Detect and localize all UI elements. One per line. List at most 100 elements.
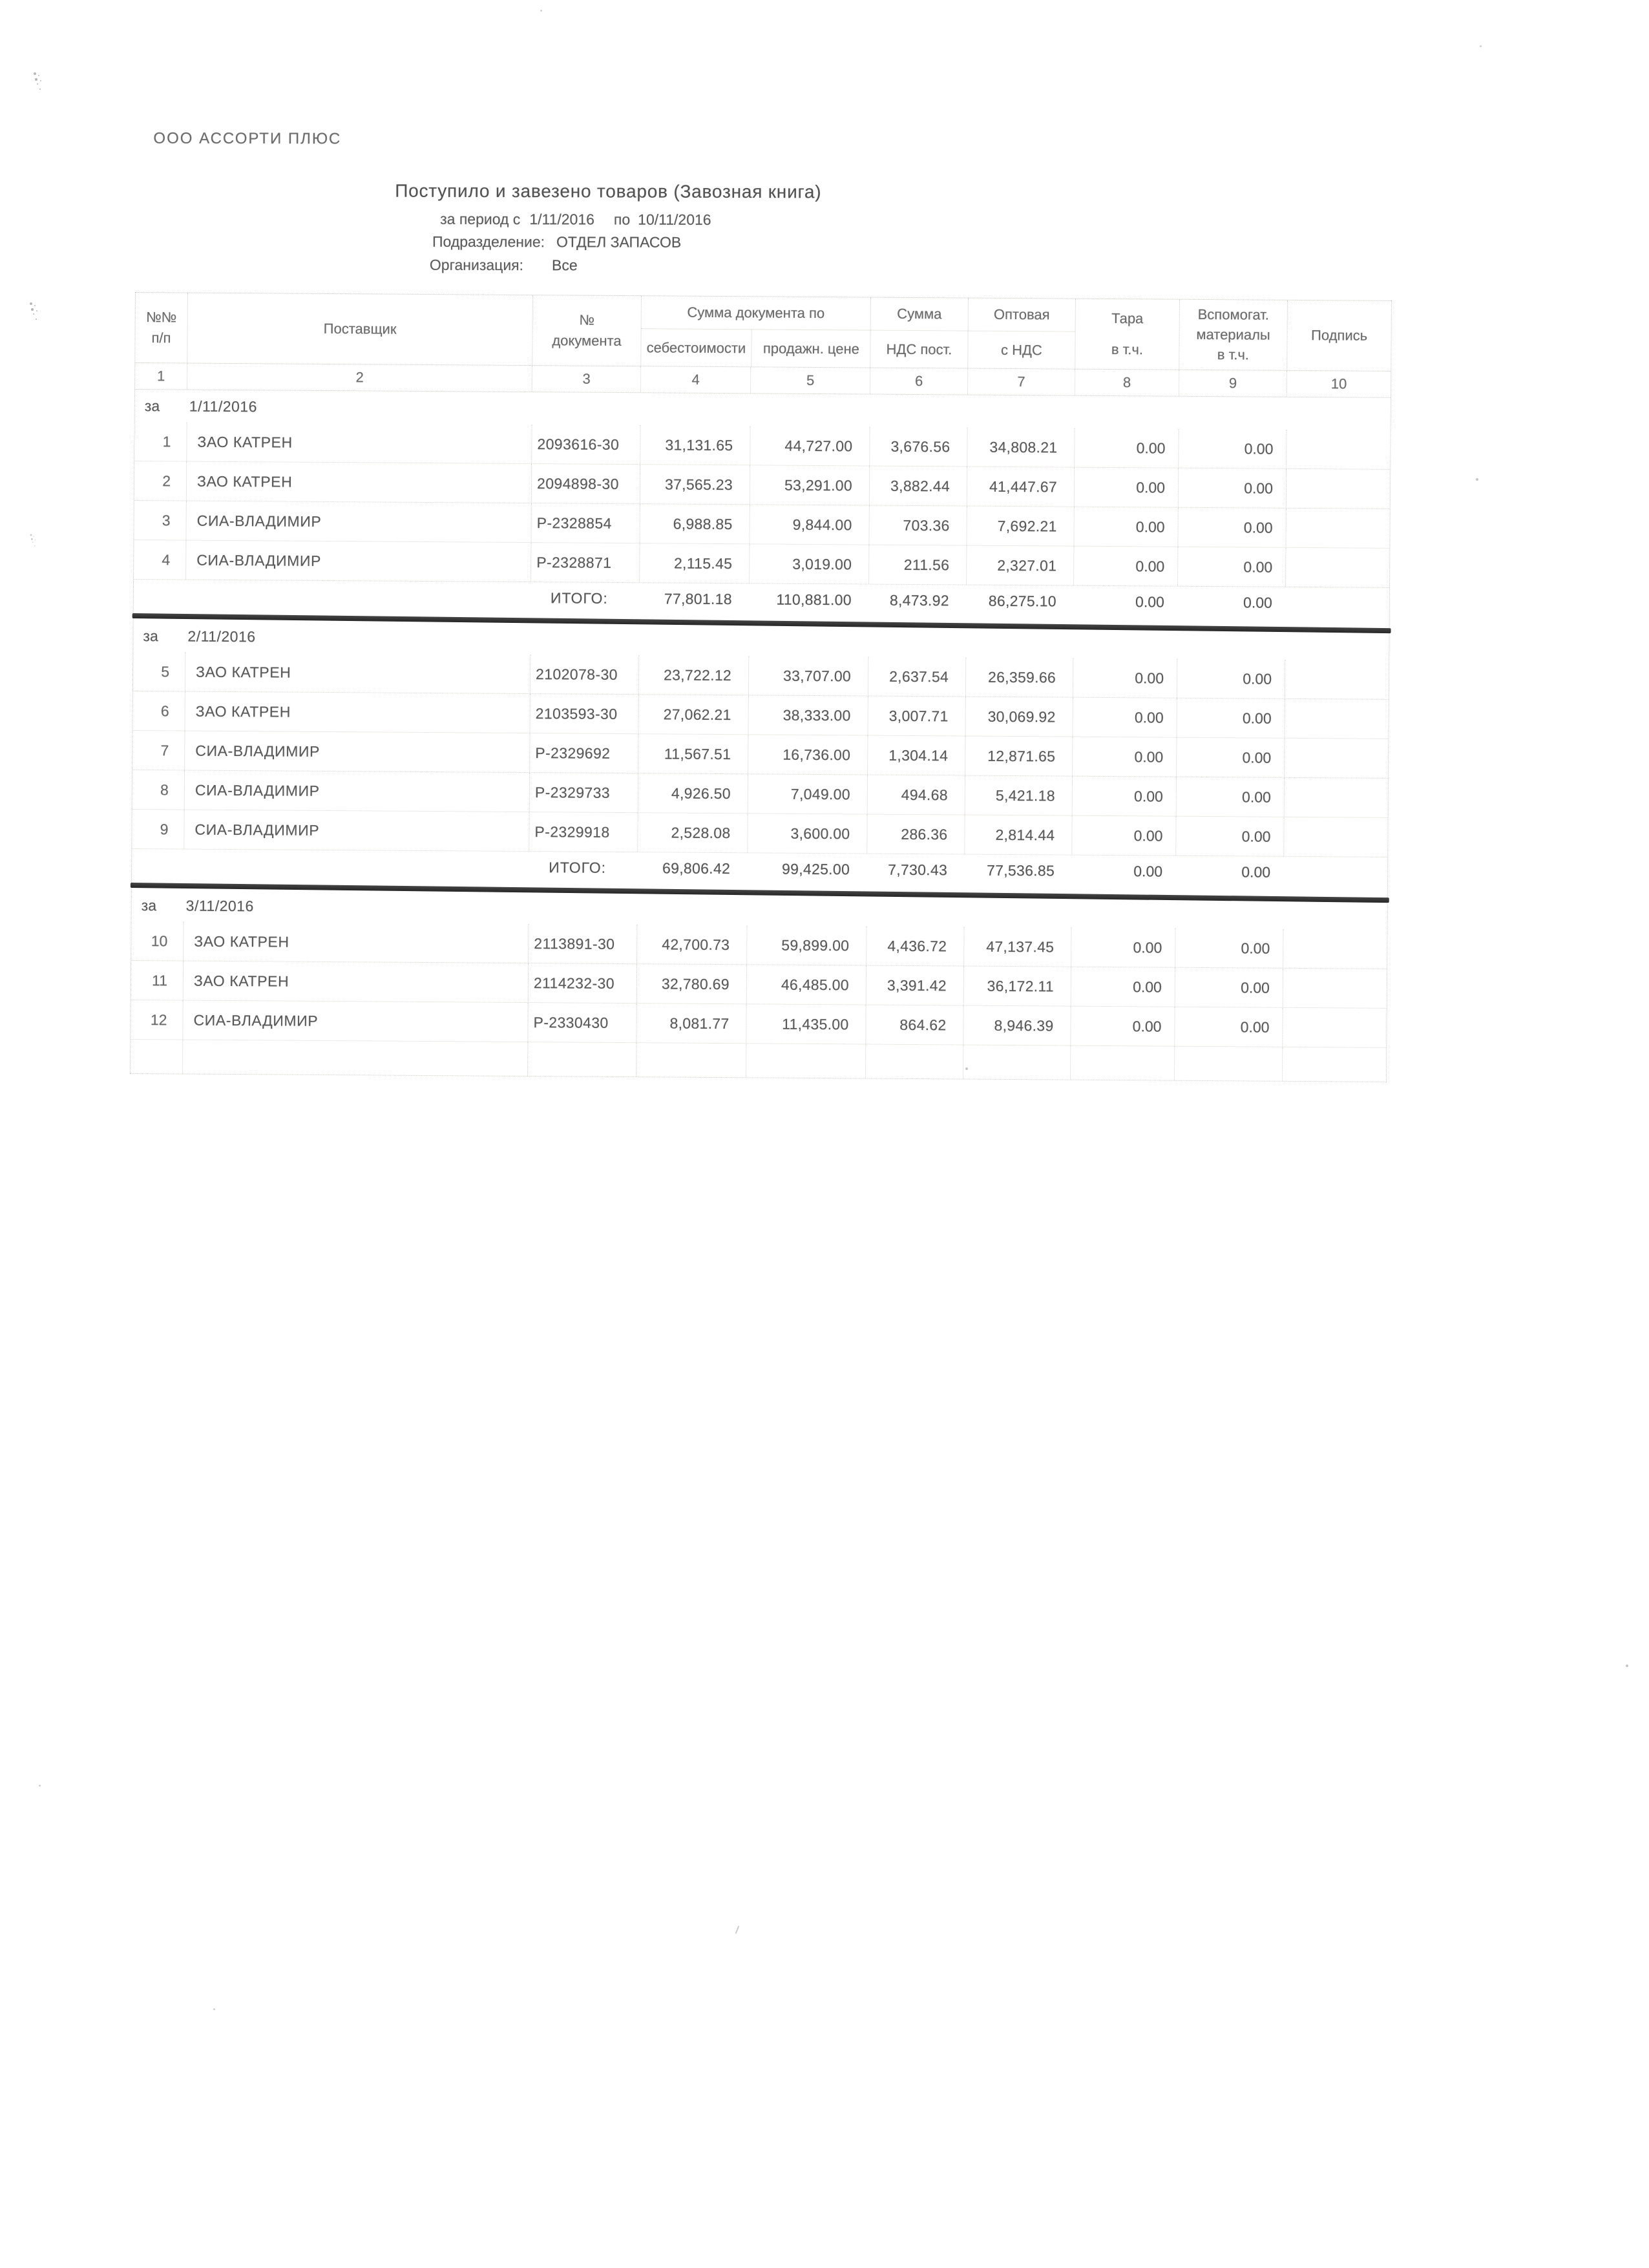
aux-materials-cell: 0.00 xyxy=(1175,816,1284,856)
vat-sum-cell: 1,304.14 xyxy=(867,735,965,775)
scan-speckle xyxy=(30,534,32,536)
table-body: за 1/11/2016 1 ЗАО КАТРЕН 2093616-30 31,131.6… xyxy=(130,390,1391,1082)
col-header-vat-sum: Сумма НДС пост. xyxy=(870,297,968,368)
doc-number-cell: Р-2328871 xyxy=(530,543,640,583)
wholesale-sum-cell: 34,808.21 xyxy=(967,427,1075,467)
doc-number-cell: Р-2329692 xyxy=(529,733,638,773)
cost-sum-cell: 31,131.65 xyxy=(640,425,750,465)
tara-cell: 0.00 xyxy=(1073,546,1178,586)
sale-sum-cell: 44,727.00 xyxy=(750,426,870,466)
total-label: ИТОГО: xyxy=(550,589,608,607)
scan-speckle xyxy=(39,1785,41,1787)
supplier-cell: СИА-ВЛАДИМИР xyxy=(184,731,530,773)
signature-cell xyxy=(1284,659,1389,699)
vat-sum-cell: 211.56 xyxy=(868,545,967,585)
column-number: 1 xyxy=(156,368,165,384)
aux-materials-cell: 0.00 xyxy=(1178,428,1287,468)
document-title: Поступило и завезено товаров (Завозная к… xyxy=(395,180,822,202)
tara-cell: 0.00 xyxy=(1070,967,1175,1007)
empty-cell xyxy=(745,1044,866,1078)
empty-cell xyxy=(635,1043,746,1078)
total-sale-cell: 99,425.00 xyxy=(781,860,850,877)
wholesale-sum-cell: 30,069.92 xyxy=(965,697,1073,737)
empty-cell xyxy=(132,849,184,881)
doc-number-cell: 2093616-30 xyxy=(531,425,640,465)
col-header-line: материалы xyxy=(1196,326,1270,343)
wholesale-sum-cell: 5,421.18 xyxy=(964,775,1073,815)
signature-cell xyxy=(1283,777,1389,817)
doc-number-cell: Р-2328854 xyxy=(530,503,640,543)
empty-cell xyxy=(1069,1045,1175,1080)
wholesale-sum-cell: 47,137.45 xyxy=(963,927,1071,967)
column-number: 8 xyxy=(1074,369,1179,396)
row-number-cell: 9 xyxy=(160,820,169,837)
signature-cell xyxy=(1285,468,1391,509)
scan-speckle xyxy=(965,1067,968,1070)
wholesale-sum-cell: 41,447.67 xyxy=(966,467,1075,507)
supplier-cell: ЗАО КАТРЕН xyxy=(186,422,532,464)
vat-sum-cell: 4,436.72 xyxy=(866,926,964,966)
supplier-cell: СИА-ВЛАДИМИР xyxy=(182,1000,528,1042)
organization-line: Организация: Все xyxy=(430,257,578,275)
sale-sum-cell: 3,600.00 xyxy=(747,814,867,854)
table-header-row: №№ п/п Поставщик № документа Сумма докум… xyxy=(135,292,1391,372)
empty-cell xyxy=(184,850,529,883)
total-cost-cell: 77,801.18 xyxy=(664,589,732,607)
cost-sum-cell: 2,115.45 xyxy=(639,543,750,583)
doc-number-cell: Р-2330430 xyxy=(527,1003,636,1043)
signature-cell xyxy=(1284,738,1389,778)
total-tara-cell: 0.00 xyxy=(1133,862,1163,880)
scan-speckle xyxy=(34,72,36,75)
empty-cell xyxy=(1281,1047,1387,1082)
col-header-doc-number: № документа xyxy=(532,295,641,366)
aux-materials-cell: 0.00 xyxy=(1175,777,1285,817)
total-label: ИТОГО: xyxy=(549,858,607,876)
tara-cell: 0.00 xyxy=(1074,428,1179,468)
signature-cell xyxy=(1286,429,1391,469)
col-header-tara: Тара в т.ч. xyxy=(1075,299,1179,370)
aux-materials-cell: 0.00 xyxy=(1176,737,1285,777)
empty-cell xyxy=(134,580,185,611)
doc-number-cell: 2094898-30 xyxy=(530,464,640,504)
sale-sum-cell: 16,736.00 xyxy=(748,735,868,775)
cost-sum-cell: 23,722.12 xyxy=(638,655,749,695)
total-wholesale-cell: 86,275.10 xyxy=(988,592,1056,609)
aux-materials-cell: 0.00 xyxy=(1176,658,1285,698)
date-value: 3/11/2016 xyxy=(185,897,254,914)
empty-cell xyxy=(865,1044,963,1079)
tara-cell: 0.00 xyxy=(1072,658,1177,698)
vat-sum-cell: 3,391.42 xyxy=(865,965,964,1005)
date-prefix-label: за xyxy=(141,896,157,914)
wholesale-sum-cell: 2,327.01 xyxy=(966,545,1074,585)
vat-sum-cell: 3,882.44 xyxy=(868,466,967,506)
cost-sum-cell: 2,528.08 xyxy=(637,813,748,853)
scan-speckle xyxy=(1626,1664,1628,1667)
total-aux-cell: 0.00 xyxy=(1241,863,1271,881)
col-header-aux-materials: Вспомогат. материалы в т.ч. xyxy=(1179,299,1287,370)
total-vat-cell: 8,473.92 xyxy=(889,591,949,609)
empty-cell xyxy=(185,580,530,614)
aux-materials-cell: 0.00 xyxy=(1177,547,1286,587)
supplier-cell: СИА-ВЛАДИМИР xyxy=(184,810,529,852)
wholesale-sum-cell: 2,814.44 xyxy=(964,815,1072,855)
signature-cell xyxy=(1285,547,1390,587)
period-from-date: 1/11/2016 xyxy=(529,211,594,228)
row-number-cell: 8 xyxy=(160,781,169,798)
total-vat-cell: 7,730.43 xyxy=(888,861,948,878)
empty-cell xyxy=(182,1040,528,1076)
period-prefix: за период с xyxy=(440,210,521,228)
cost-sum-cell: 4,926.50 xyxy=(637,773,748,814)
row-number-cell: 4 xyxy=(162,551,171,568)
sale-sum-cell: 33,707.00 xyxy=(748,656,868,696)
sale-sum-cell: 9,844.00 xyxy=(749,505,869,545)
supplier-cell: ЗАО КАТРЕН xyxy=(182,961,529,1003)
col-header-line: в т.ч. xyxy=(1217,346,1250,363)
col-header-line: № xyxy=(579,311,595,329)
tara-cell: 0.00 xyxy=(1071,927,1175,967)
aux-materials-cell: 0.00 xyxy=(1176,698,1285,738)
date-group: за 2/11/2016 5 ЗАО КАТРЕН 2102078-30 23,722.1… xyxy=(130,620,1389,903)
cost-sum-cell: 27,062.21 xyxy=(638,695,748,735)
column-number: 4 xyxy=(640,366,751,394)
date-group: за 1/11/2016 1 ЗАО КАТРЕН 2093616-30 31,131.6… xyxy=(132,390,1391,634)
